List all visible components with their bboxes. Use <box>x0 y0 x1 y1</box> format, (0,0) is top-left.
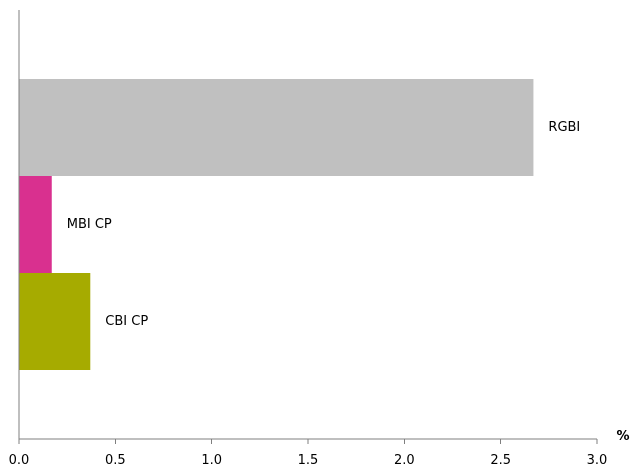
bars-group <box>19 79 534 370</box>
x-axis-unit-label: % <box>616 429 629 444</box>
bar-labels-group: RGBI MBI CP CBI CP <box>67 120 581 329</box>
bar-rgbi <box>19 79 534 176</box>
x-tick-label: 3.0 <box>587 453 608 468</box>
x-tick-label: 0.0 <box>9 453 30 468</box>
bar-label-rgbi: RGBI <box>548 120 580 135</box>
x-tick-label: 2.0 <box>394 453 415 468</box>
x-tick-labels-group: 0.0 0.5 1.0 1.5 2.0 2.5 3.0 <box>9 453 608 468</box>
x-tick-label: 2.5 <box>490 453 511 468</box>
bar-cbi-cp <box>19 273 91 370</box>
bar-label-cbi-cp: CBI CP <box>105 314 148 329</box>
x-tick-label: 1.5 <box>298 453 319 468</box>
x-ticks-group <box>18 439 598 444</box>
x-tick-label: 1.0 <box>201 453 222 468</box>
bar-mbi-cp <box>19 176 52 273</box>
x-tick-label: 0.5 <box>105 453 126 468</box>
bar-label-mbi-cp: MBI CP <box>67 217 112 232</box>
